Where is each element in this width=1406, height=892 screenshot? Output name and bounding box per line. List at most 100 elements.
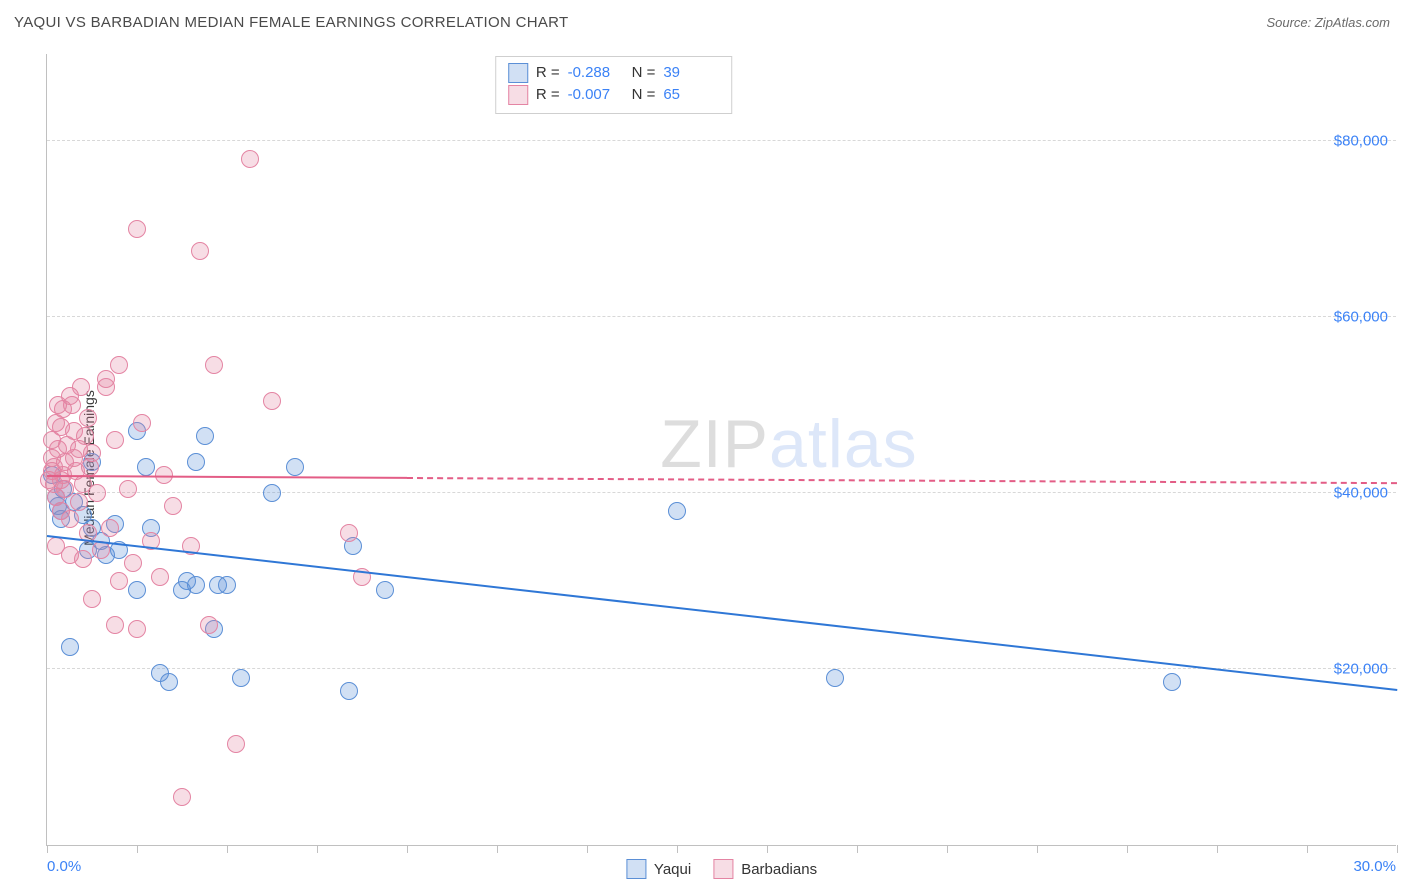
y-tick-label: $40,000 bbox=[1334, 485, 1388, 502]
legend-item-yaqui: Yaqui bbox=[626, 859, 691, 879]
x-tick bbox=[947, 845, 948, 853]
stats-row-barbadians: R = -0.007 N = 65 bbox=[508, 84, 720, 106]
stat-n-value: 65 bbox=[663, 84, 719, 106]
data-point-yaqui bbox=[187, 453, 205, 471]
data-point-barbadians bbox=[164, 497, 182, 515]
chart-header: YAQUI VS BARBADIAN MEDIAN FEMALE EARNING… bbox=[0, 0, 1406, 44]
data-point-barbadians bbox=[70, 493, 88, 511]
trend-line-barbadians bbox=[407, 477, 1397, 484]
stat-r-label: R = bbox=[536, 62, 560, 84]
gridline bbox=[47, 140, 1396, 141]
y-tick-label: $80,000 bbox=[1334, 133, 1388, 150]
data-point-barbadians bbox=[76, 427, 94, 445]
y-tick-label: $60,000 bbox=[1334, 309, 1388, 326]
data-point-yaqui bbox=[232, 669, 250, 687]
chart-area: Median Female Earnings ZIPatlas R =-0.28… bbox=[0, 44, 1406, 892]
data-point-barbadians bbox=[128, 220, 146, 238]
watermark: ZIPatlas bbox=[660, 404, 917, 482]
data-point-barbadians bbox=[63, 396, 81, 414]
data-point-barbadians bbox=[263, 392, 281, 410]
x-tick bbox=[497, 845, 498, 853]
stat-n-label: N = bbox=[632, 62, 656, 84]
legend-item-barbadians: Barbadians bbox=[713, 859, 817, 879]
data-point-barbadians bbox=[191, 242, 209, 260]
legend-label: Yaqui bbox=[654, 861, 691, 878]
x-tick bbox=[1127, 845, 1128, 853]
data-point-barbadians bbox=[106, 431, 124, 449]
data-point-barbadians bbox=[227, 735, 245, 753]
data-point-yaqui bbox=[196, 427, 214, 445]
swatch-barbadians bbox=[508, 85, 528, 105]
data-point-yaqui bbox=[1163, 673, 1181, 691]
data-point-barbadians bbox=[110, 356, 128, 374]
x-tick bbox=[1397, 845, 1398, 853]
x-tick bbox=[47, 845, 48, 853]
x-tick bbox=[1037, 845, 1038, 853]
data-point-yaqui bbox=[137, 458, 155, 476]
stats-row-yaqui: R = -0.288 N = 39 bbox=[508, 62, 720, 84]
data-point-barbadians bbox=[110, 572, 128, 590]
gridline bbox=[47, 668, 1396, 669]
data-point-barbadians bbox=[72, 378, 90, 396]
y-tick-label: $20,000 bbox=[1334, 661, 1388, 678]
stat-n-label: N = bbox=[632, 84, 656, 106]
legend-label: Barbadians bbox=[741, 861, 817, 878]
legend-swatch-yaqui bbox=[626, 859, 646, 879]
x-tick bbox=[1217, 845, 1218, 853]
legend-swatch-barbadians bbox=[713, 859, 733, 879]
chart-source: Source: ZipAtlas.com bbox=[1266, 15, 1390, 30]
data-point-barbadians bbox=[119, 480, 137, 498]
data-point-barbadians bbox=[106, 616, 124, 634]
correlation-stats-box: R = -0.288 N = 39 R = -0.007 N = 65 bbox=[495, 56, 733, 114]
data-point-barbadians bbox=[173, 788, 191, 806]
x-tick bbox=[317, 845, 318, 853]
data-point-barbadians bbox=[133, 414, 151, 432]
x-tick bbox=[407, 845, 408, 853]
data-point-barbadians bbox=[205, 356, 223, 374]
data-point-barbadians bbox=[151, 568, 169, 586]
data-point-barbadians bbox=[88, 484, 106, 502]
stat-r-value: -0.007 bbox=[568, 84, 624, 106]
data-point-yaqui bbox=[128, 581, 146, 599]
data-point-barbadians bbox=[128, 620, 146, 638]
swatch-yaqui bbox=[508, 63, 528, 83]
plot-region: ZIPatlas R =-0.288N =39R =-0.007N =65 Ya… bbox=[46, 54, 1396, 846]
stat-r-label: R = bbox=[536, 84, 560, 106]
x-tick bbox=[767, 845, 768, 853]
x-tick bbox=[587, 845, 588, 853]
data-point-barbadians bbox=[340, 524, 358, 542]
x-tick bbox=[227, 845, 228, 853]
data-point-barbadians bbox=[61, 510, 79, 528]
data-point-barbadians bbox=[124, 554, 142, 572]
data-point-yaqui bbox=[61, 638, 79, 656]
x-tick bbox=[857, 845, 858, 853]
data-point-barbadians bbox=[83, 590, 101, 608]
data-point-barbadians bbox=[74, 550, 92, 568]
series-legend: Yaqui Barbadians bbox=[626, 859, 817, 879]
trend-line-barbadians bbox=[47, 475, 407, 479]
data-point-barbadians bbox=[97, 378, 115, 396]
stat-r-value: -0.288 bbox=[568, 62, 624, 84]
watermark-zip: ZIP bbox=[660, 405, 769, 481]
data-point-barbadians bbox=[101, 519, 119, 537]
gridline bbox=[47, 492, 1396, 493]
x-tick bbox=[137, 845, 138, 853]
data-point-yaqui bbox=[286, 458, 304, 476]
data-point-yaqui bbox=[340, 682, 358, 700]
data-point-yaqui bbox=[218, 576, 236, 594]
x-tick bbox=[677, 845, 678, 853]
data-point-barbadians bbox=[79, 409, 97, 427]
data-point-barbadians bbox=[241, 150, 259, 168]
gridline bbox=[47, 316, 1396, 317]
data-point-barbadians bbox=[83, 444, 101, 462]
x-axis-min-label: 0.0% bbox=[47, 858, 81, 875]
data-point-yaqui bbox=[263, 484, 281, 502]
data-point-yaqui bbox=[160, 673, 178, 691]
stat-n-value: 39 bbox=[663, 62, 719, 84]
data-point-yaqui bbox=[826, 669, 844, 687]
x-axis-max-label: 30.0% bbox=[1353, 858, 1396, 875]
watermark-atlas: atlas bbox=[769, 405, 918, 481]
data-point-yaqui bbox=[187, 576, 205, 594]
x-tick bbox=[1307, 845, 1308, 853]
data-point-barbadians bbox=[200, 616, 218, 634]
